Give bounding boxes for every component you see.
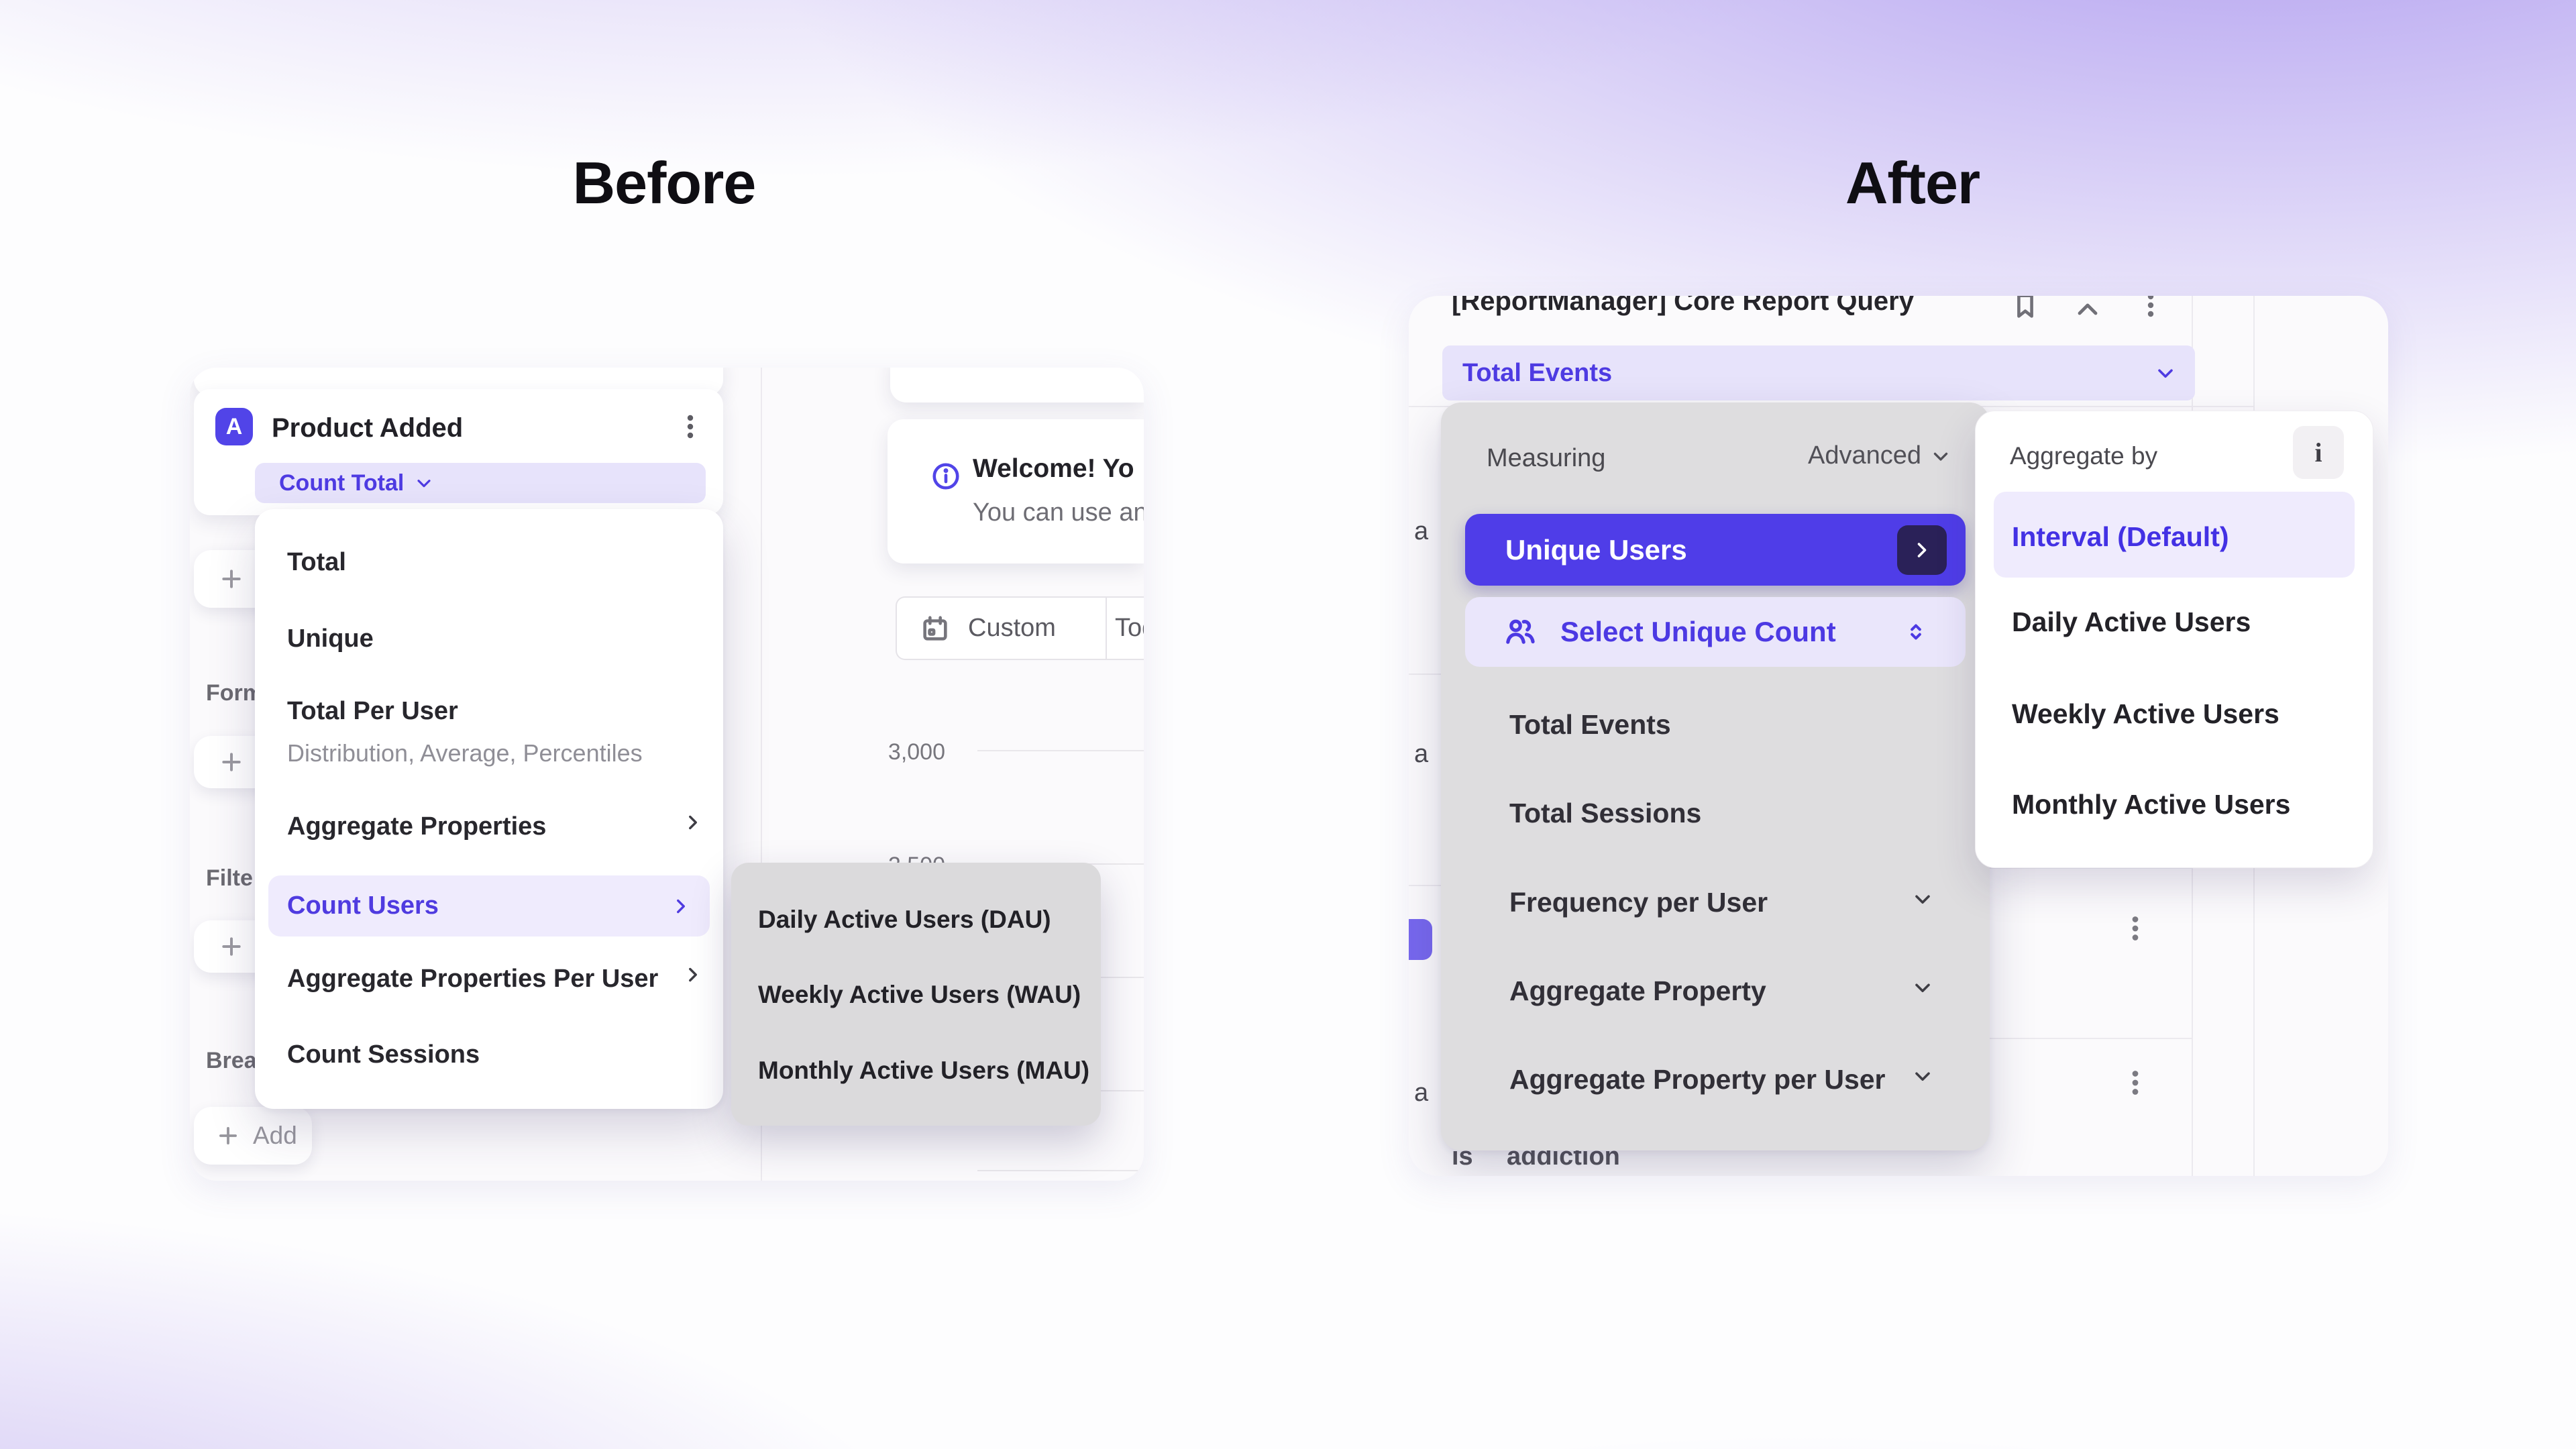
selected-label: Unique Users xyxy=(1505,533,1687,566)
metric-selector-chip[interactable]: Count Total xyxy=(255,463,706,503)
gridline xyxy=(977,1170,1144,1171)
mode-label: Advanced xyxy=(1807,441,1921,470)
menu-item-aggregate-properties[interactable]: Aggregate Properties xyxy=(287,812,547,841)
submenu-item-dau[interactable]: Daily Active Users (DAU) xyxy=(758,906,1051,933)
menu-item-count-users[interactable]: Count Users xyxy=(268,875,710,936)
chevron-down-icon xyxy=(1911,975,1935,1000)
welcome-banner: Welcome! Yo You can use any xyxy=(888,419,1144,564)
welcome-title: Welcome! Yo xyxy=(973,454,1134,483)
chevron-down-icon xyxy=(1911,887,1935,911)
bookmark-icon[interactable] xyxy=(2010,296,2041,321)
menu-item-count-sessions[interactable]: Count Sessions xyxy=(287,1040,480,1069)
welcome-body: You can use any xyxy=(973,498,1144,527)
kebab-icon[interactable] xyxy=(2118,912,2152,949)
after-title: After xyxy=(1845,150,1980,216)
chevron-down-icon xyxy=(1911,1064,1935,1088)
submenu-item-mau[interactable]: Monthly Active Users (MAU) xyxy=(758,1057,1090,1084)
add-breakdown-button[interactable]: Add xyxy=(194,1107,312,1165)
cta-label: Select Unique Count xyxy=(1560,616,1836,647)
menu-item-unique[interactable]: Unique xyxy=(287,625,374,653)
menu-item-aggregate-properties-per-user[interactable]: Aggregate Properties Per User xyxy=(287,965,659,993)
event-card: A Product Added Count Total xyxy=(194,389,723,515)
measuring-item-aggregate-property[interactable]: Aggregate Property xyxy=(1509,975,1766,1006)
y-axis-tick: 3,000 xyxy=(888,739,945,765)
event-avatar: A xyxy=(215,408,253,445)
calendar-icon xyxy=(920,613,951,644)
cut-text-fragment: a xyxy=(1414,1079,1429,1107)
aggregate-by-label: Aggregate by xyxy=(2010,442,2158,470)
aggregate-option-wau[interactable]: Weekly Active Users xyxy=(2012,698,2279,729)
info-circle-icon xyxy=(930,461,961,492)
before-title: Before xyxy=(572,150,757,216)
chevron-right-icon[interactable] xyxy=(1897,525,1947,575)
measuring-item-aggregate-property-per-user[interactable]: Aggregate Property per User xyxy=(1509,1064,1886,1095)
submenu-item-wau[interactable]: Weekly Active Users (WAU) xyxy=(758,981,1081,1008)
kebab-icon[interactable] xyxy=(2118,1066,2152,1103)
measuring-mode-dropdown[interactable]: Advanced xyxy=(1808,441,1952,470)
plus-icon xyxy=(218,566,245,592)
divider xyxy=(1409,674,1441,675)
menu-item-total[interactable]: Total xyxy=(287,548,346,576)
chevron-down-icon xyxy=(2153,361,2178,385)
after-screenshot: [ReportManager] Core Report Query Total … xyxy=(1409,296,2388,1176)
sort-icon xyxy=(1902,619,1929,645)
measuring-panel: Measuring Advanced Unique Users Select U… xyxy=(1441,402,1990,1150)
info-button[interactable]: i xyxy=(2293,426,2344,479)
chevron-down-icon xyxy=(413,472,435,494)
gridline xyxy=(977,750,1144,751)
people-icon xyxy=(1503,614,1538,649)
chevron-right-icon xyxy=(682,963,704,986)
menu-item-label: Count Users xyxy=(287,892,439,920)
chevron-right-icon xyxy=(682,811,704,834)
measuring-label: Measuring xyxy=(1487,444,1606,472)
divider xyxy=(1409,885,1441,886)
chevron-up-icon[interactable] xyxy=(2072,296,2104,325)
plus-icon xyxy=(218,749,245,775)
measuring-item-frequency-per-user[interactable]: Frequency per User xyxy=(1509,887,1768,918)
menu-item-total-per-user[interactable]: Total Per User xyxy=(287,697,458,725)
aggregate-option-interval[interactable]: Interval (Default) xyxy=(1994,492,2355,578)
daterange-custom-button[interactable]: Custom xyxy=(968,614,1056,642)
daterange-today-button[interactable]: Toda xyxy=(1115,614,1144,642)
section-label-breakdown: Brea xyxy=(206,1048,256,1073)
cut-card-edge xyxy=(890,368,1144,402)
plus-icon xyxy=(218,933,245,960)
event-name: Product Added xyxy=(272,413,464,443)
divider xyxy=(1982,867,2192,869)
menu-item-subtitle: Distribution, Average, Percentiles xyxy=(287,739,643,767)
measuring-item-total-sessions[interactable]: Total Sessions xyxy=(1509,798,1702,828)
option-label: Interval (Default) xyxy=(2012,521,2229,552)
add-button-label: Add xyxy=(253,1122,297,1149)
kebab-icon[interactable] xyxy=(2135,296,2167,325)
cut-text-fragment: a xyxy=(1414,517,1429,545)
section-label-filter: Filte xyxy=(206,865,253,891)
daterange-toolbar: Custom Toda xyxy=(896,596,1144,660)
chevron-right-icon xyxy=(669,895,692,918)
aggregate-by-panel: Aggregate by i Interval (Default) Daily … xyxy=(1975,411,2373,868)
before-screenshot: 3,000 2,500 Form Filte Brea Add A Produc… xyxy=(190,368,1144,1181)
report-title: [ReportManager] Core Report Query xyxy=(1452,296,1914,316)
divider xyxy=(1982,1038,2192,1039)
column-divider xyxy=(761,368,762,1181)
cut-text-fragment: a xyxy=(1414,740,1429,768)
kebab-icon[interactable] xyxy=(674,411,706,446)
section-label-formula: Form xyxy=(206,680,256,706)
divider xyxy=(1106,598,1107,659)
count-users-submenu: Daily Active Users (DAU) Weekly Active U… xyxy=(731,863,1101,1126)
event-selector-chip[interactable]: Total Events xyxy=(1442,345,2195,400)
measuring-selected-unique-users[interactable]: Unique Users xyxy=(1465,514,1966,586)
chevron-down-icon xyxy=(1929,445,1952,468)
select-unique-count-button[interactable]: Select Unique Count xyxy=(1465,597,1966,667)
cut-accent-bar xyxy=(1409,919,1432,960)
metric-chip-label: Count Total xyxy=(279,470,405,496)
measuring-item-total-events[interactable]: Total Events xyxy=(1509,709,1671,740)
measurement-menu: Total Unique Total Per User Distribution… xyxy=(255,509,723,1109)
aggregate-option-mau[interactable]: Monthly Active Users xyxy=(2012,789,2291,820)
event-chip-label: Total Events xyxy=(1462,358,1613,387)
plus-icon xyxy=(215,1123,241,1148)
aggregate-option-dau[interactable]: Daily Active Users xyxy=(2012,606,2251,637)
